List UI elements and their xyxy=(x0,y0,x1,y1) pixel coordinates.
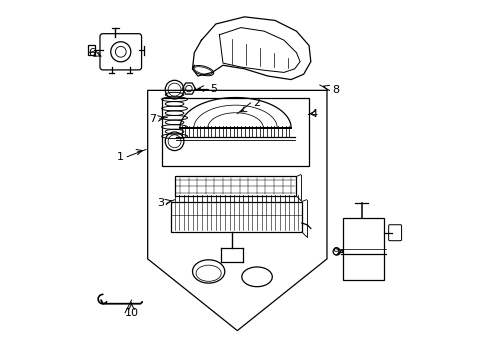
Text: 9: 9 xyxy=(332,247,339,257)
Text: 7: 7 xyxy=(149,114,156,124)
Bar xyxy=(174,176,296,196)
Text: 5: 5 xyxy=(210,84,217,94)
Text: 4: 4 xyxy=(310,109,317,119)
Bar xyxy=(171,202,301,232)
Text: 10: 10 xyxy=(124,308,138,318)
Bar xyxy=(88,45,95,55)
Bar xyxy=(343,218,384,280)
Text: 2: 2 xyxy=(253,98,260,108)
Text: 3: 3 xyxy=(157,198,163,208)
Text: 6: 6 xyxy=(88,48,95,58)
Bar xyxy=(162,98,308,166)
Text: 1: 1 xyxy=(117,152,124,162)
Text: 8: 8 xyxy=(332,85,339,95)
